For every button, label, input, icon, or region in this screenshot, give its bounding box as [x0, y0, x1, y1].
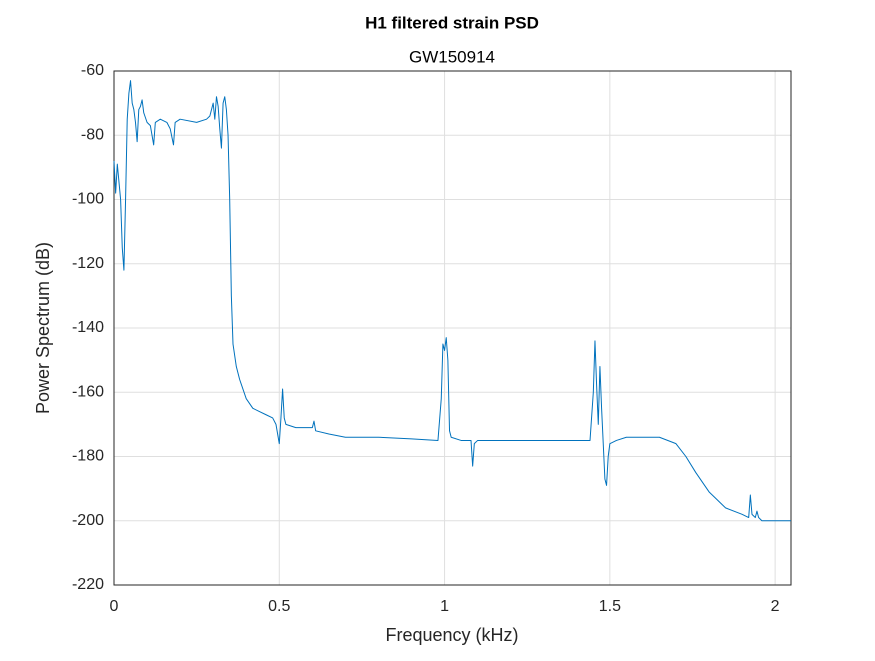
chart-subtitle: GW150914	[409, 47, 495, 66]
x-tick-label: 1	[440, 598, 449, 615]
y-tick-label: -60	[81, 62, 104, 79]
x-tick-label: 0	[110, 598, 119, 615]
y-tick-label: -160	[72, 383, 104, 400]
plot-frame	[113, 70, 792, 586]
x-tick-label: 0.5	[268, 598, 290, 615]
y-tick-label: -120	[72, 255, 104, 272]
x-axis-label: Frequency (kHz)	[385, 625, 518, 645]
y-tick-label: -140	[72, 319, 104, 336]
y-tick-label: -80	[81, 126, 104, 143]
y-axis-label: Power Spectrum (dB)	[33, 242, 53, 414]
y-tick-label: -200	[72, 512, 104, 529]
x-tick-label: 2	[771, 598, 780, 615]
y-tick-label: -220	[72, 576, 104, 593]
y-tick-label: -100	[72, 191, 104, 208]
chart-title: H1 filtered strain PSD	[365, 13, 539, 32]
y-tick-label: -180	[72, 448, 104, 465]
x-tick-label: 1.5	[599, 598, 621, 615]
data-line	[113, 80, 791, 522]
